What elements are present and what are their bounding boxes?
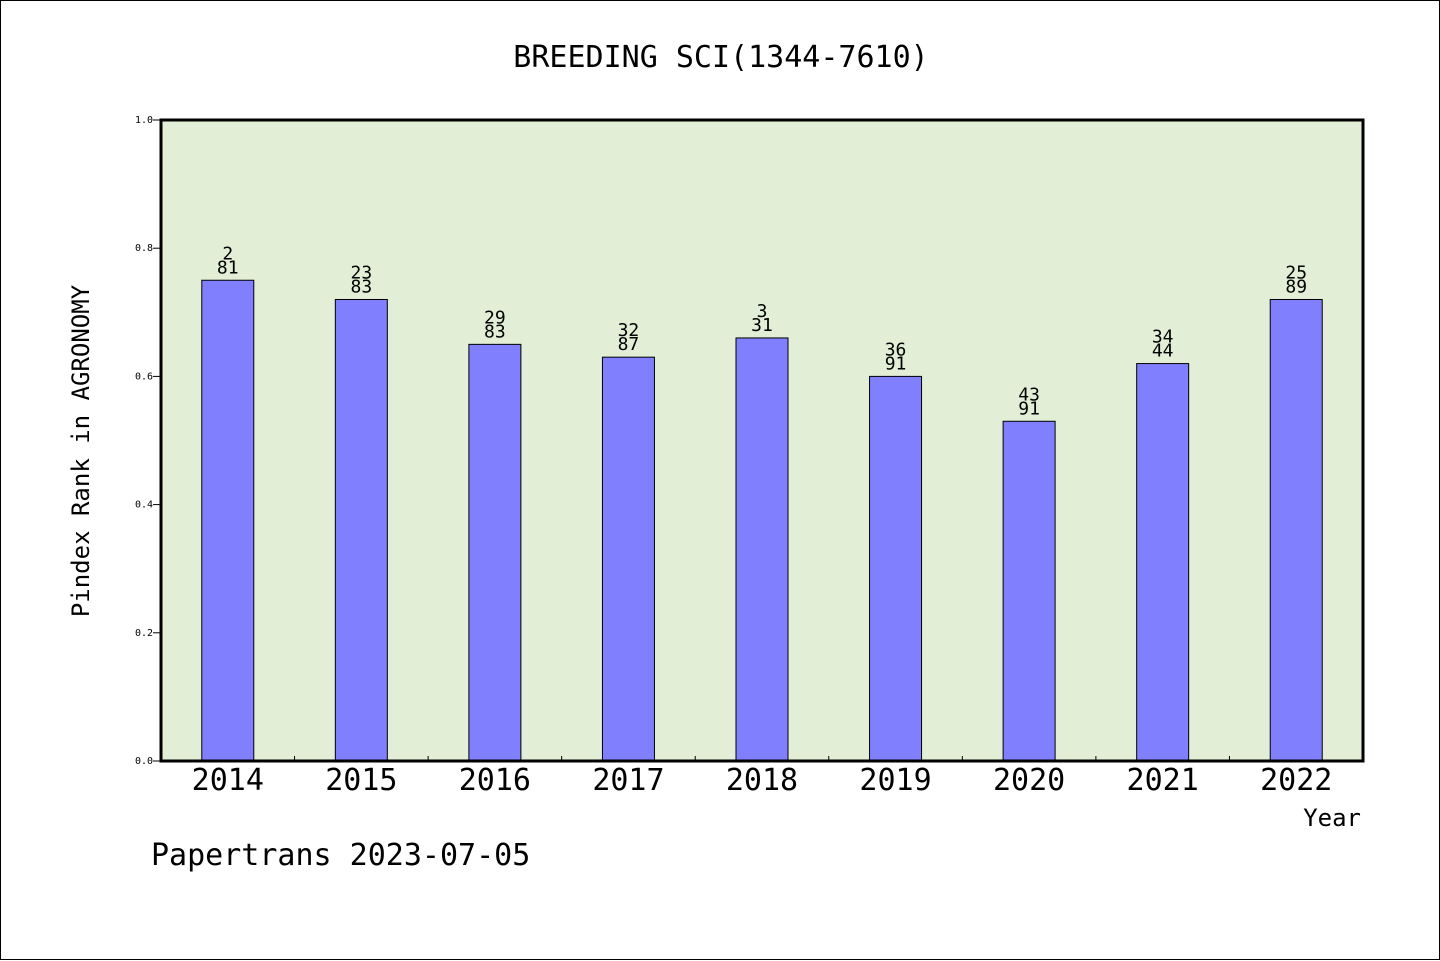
- x-tick-label: 2016: [459, 763, 531, 798]
- data-label-rank: 34: [1152, 327, 1174, 348]
- data-label-rank: 2: [222, 243, 233, 264]
- data-label-total: 31: [751, 315, 773, 336]
- y-tick-label: 0.2: [135, 628, 153, 639]
- data-label-rank: 25: [1285, 262, 1307, 283]
- plot-border: [159, 118, 1365, 763]
- bar: [869, 375, 923, 762]
- data-label-rank: 3: [757, 301, 768, 322]
- data-label-total: 91: [885, 353, 907, 374]
- x-tick-label: 2015: [325, 763, 397, 798]
- x-tick-label: 2017: [592, 763, 664, 798]
- data-label-total: 91: [1018, 398, 1040, 419]
- x-axis-label: Year: [1303, 804, 1361, 832]
- bar: [1002, 420, 1056, 762]
- x-tick-label: 2014: [192, 763, 264, 798]
- data-label-total: 81: [217, 257, 239, 278]
- x-tick-label: 2018: [726, 763, 798, 798]
- y-tick-label: 0.8: [135, 243, 153, 254]
- y-tick-label: 0.0: [135, 756, 153, 767]
- y-tick-label: 1.0: [135, 115, 153, 126]
- data-label-total: 83: [484, 321, 506, 342]
- bar: [1136, 363, 1190, 762]
- bar: [735, 337, 789, 762]
- chart-title: BREEDING SCI(1344-7610): [513, 40, 928, 75]
- data-label-total: 89: [1285, 276, 1307, 297]
- data-label-rank: 23: [350, 262, 372, 283]
- data-label-total: 83: [350, 276, 372, 297]
- data-label-rank: 43: [1018, 384, 1040, 405]
- data-label-total: 87: [618, 334, 640, 355]
- data-label-total: 44: [1152, 341, 1174, 362]
- bars-group: [201, 279, 1323, 762]
- footer-text: Papertrans 2023-07-05: [151, 838, 530, 873]
- x-axis-ticks: 2014 2015 2016 2017 2018 2019 2020 2021 2022: [192, 756, 1332, 798]
- data-label-rank: 29: [484, 307, 506, 328]
- data-label-rank: 32: [618, 320, 640, 341]
- y-axis-ticks: 0.0 0.2 0.4 0.6 0.8 1.0: [135, 115, 161, 767]
- y-axis-label: Pindex Rank in AGRONOMY: [67, 284, 95, 617]
- x-tick-label: 2020: [993, 763, 1065, 798]
- x-tick-label: 2019: [859, 763, 931, 798]
- x-tick-label: 2021: [1127, 763, 1199, 798]
- bar: [334, 298, 388, 762]
- y-tick-label: 0.6: [135, 371, 153, 382]
- bar: [201, 279, 255, 762]
- x-tick-label: 2022: [1260, 763, 1332, 798]
- bar: [468, 343, 522, 762]
- data-label-rank: 36: [885, 339, 907, 360]
- y-tick-label: 0.4: [135, 500, 153, 511]
- bar: [601, 356, 655, 762]
- bar: [1269, 298, 1323, 762]
